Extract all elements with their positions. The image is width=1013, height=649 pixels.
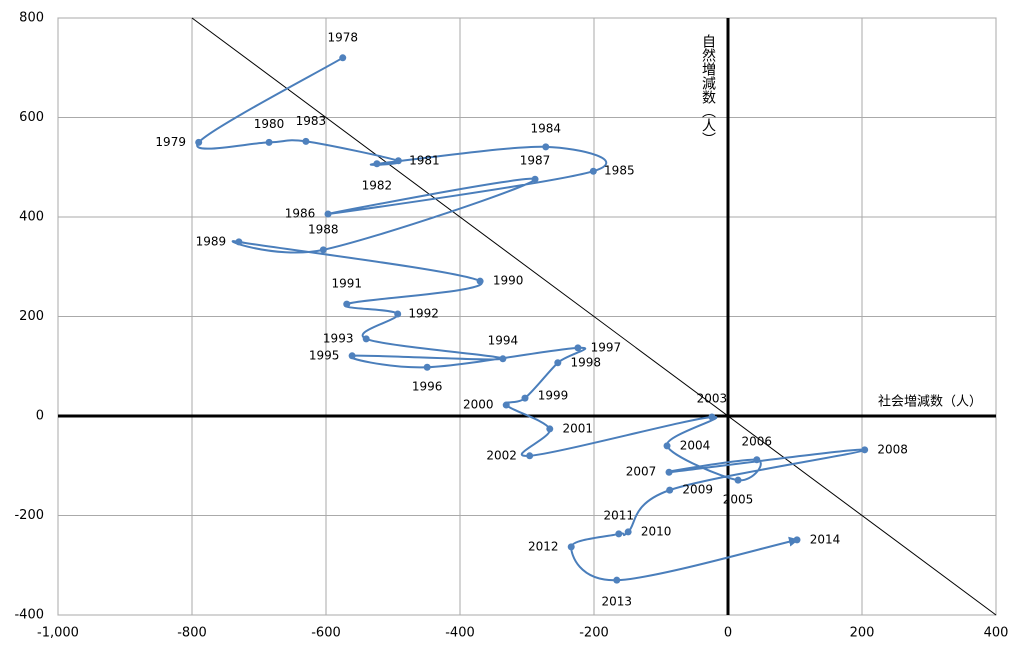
x-tick-label: -400	[445, 626, 475, 641]
point-label: 1989	[196, 234, 227, 248]
data-point	[567, 543, 575, 551]
data-point	[589, 167, 597, 175]
point-label: 2011	[604, 508, 635, 522]
point-label: 2008	[877, 442, 908, 456]
point-label: 2006	[742, 434, 773, 448]
point-label: 2007	[626, 465, 657, 479]
point-label: 1998	[571, 355, 602, 369]
point-label: 1991	[331, 277, 362, 291]
point-label: 1982	[362, 178, 393, 192]
data-point	[624, 528, 632, 536]
data-point	[319, 246, 327, 254]
point-label: 1983	[296, 114, 327, 128]
data-point	[339, 54, 347, 62]
data-point	[861, 446, 869, 454]
x-axis-title: 社会増減数（人）	[878, 394, 982, 410]
data-point	[663, 442, 671, 450]
data-point	[615, 530, 623, 538]
point-label: 1984	[530, 121, 561, 135]
point-label: 2014	[810, 532, 841, 546]
point-label: 1986	[285, 207, 316, 221]
point-label: 1997	[591, 340, 622, 354]
y-tick-label: -400	[14, 608, 44, 623]
x-tick-label: 0	[724, 626, 732, 641]
data-point	[613, 576, 621, 584]
point-label: 1993	[323, 331, 354, 345]
point-label: 1985	[604, 164, 635, 178]
y-tick-label: 400	[19, 210, 44, 225]
data-point	[521, 394, 529, 402]
data-point	[793, 536, 801, 544]
point-label: 2001	[563, 421, 594, 435]
x-tick-label: 200	[850, 626, 875, 641]
data-point	[753, 456, 761, 464]
data-point	[302, 137, 310, 145]
data-point	[343, 300, 351, 308]
point-label: 2010	[641, 524, 672, 538]
point-label: 1999	[538, 389, 569, 403]
point-label: 1996	[412, 380, 443, 394]
x-tick-label: -800	[177, 626, 207, 641]
data-point	[502, 401, 510, 409]
data-point	[574, 344, 582, 352]
data-point	[531, 175, 539, 183]
point-label: 1995	[309, 348, 340, 362]
trajectory-line	[196, 56, 866, 582]
y-tick-label: 0	[36, 409, 44, 424]
data-point	[195, 138, 203, 146]
data-point	[235, 238, 243, 246]
data-point	[394, 310, 402, 318]
point-label: 1994	[488, 333, 519, 347]
point-label: 2002	[486, 448, 517, 462]
data-point	[546, 425, 554, 433]
point-label: 2000	[463, 398, 494, 412]
point-label: 2003	[697, 391, 728, 405]
data-point	[373, 160, 381, 168]
y-tick-label: -200	[14, 508, 44, 523]
data-point	[734, 476, 742, 484]
point-label: 1990	[493, 274, 524, 288]
data-point	[324, 210, 332, 218]
data-point	[265, 138, 273, 146]
data-point	[394, 157, 402, 165]
data-point	[554, 359, 562, 367]
y-tick-label: 800	[19, 11, 44, 26]
data-point	[362, 335, 370, 343]
reference-line	[191, 17, 997, 616]
x-tick-label: -1,000	[37, 626, 79, 641]
data-point	[499, 355, 507, 363]
data-point	[666, 486, 674, 494]
point-label: 2013	[602, 595, 633, 609]
data-point	[526, 452, 534, 460]
data-point	[348, 352, 356, 360]
point-label: 1987	[520, 154, 551, 168]
x-tick-label: -600	[311, 626, 341, 641]
data-point	[423, 363, 431, 371]
point-label: 2004	[680, 438, 711, 452]
point-label: 1988	[308, 222, 339, 236]
y-axis-title: 自然増減数（人）	[700, 34, 716, 146]
x-tick-label: 400	[984, 626, 1009, 641]
data-point	[708, 413, 716, 421]
point-label: 1981	[409, 153, 440, 167]
point-label: 1992	[408, 307, 439, 321]
point-label: 1978	[327, 30, 358, 44]
data-point	[542, 143, 550, 151]
point-label: 2012	[528, 539, 559, 553]
x-tick-label: -200	[579, 626, 609, 641]
data-point	[476, 277, 484, 285]
point-label: 1980	[254, 117, 285, 131]
y-tick-label: 600	[19, 110, 44, 125]
y-tick-label: 200	[19, 309, 44, 324]
point-label: 2005	[723, 493, 754, 507]
point-label: 1979	[155, 135, 186, 149]
data-point	[665, 468, 673, 476]
point-label: 2009	[682, 483, 713, 497]
